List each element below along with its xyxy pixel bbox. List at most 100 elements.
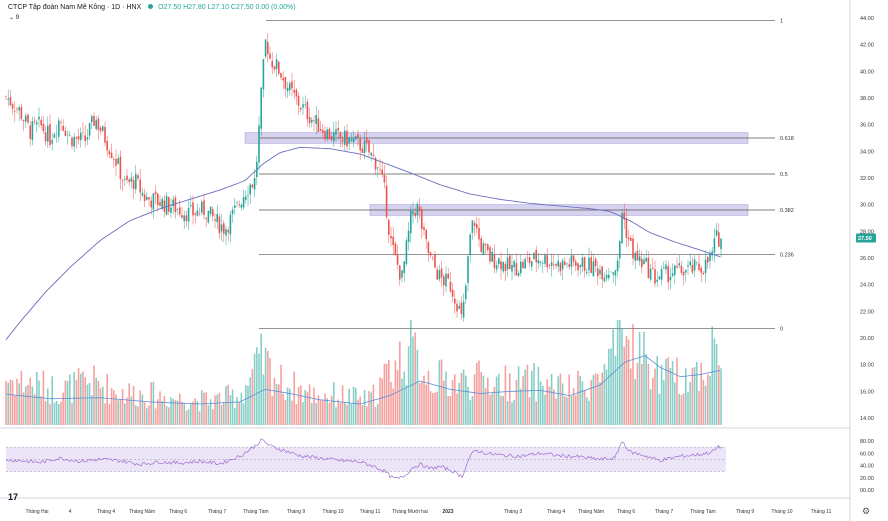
candle (630, 237, 632, 241)
volume-bar (262, 374, 265, 425)
volume-bar (500, 395, 502, 425)
volume-bar (328, 402, 331, 425)
volume-bar (130, 396, 133, 425)
candle (456, 303, 458, 312)
volume-bar (616, 320, 619, 425)
volume-bar (707, 374, 709, 425)
tradingview-logo-icon[interactable]: 17 (8, 492, 19, 502)
volume-bar (51, 376, 53, 425)
volume-bar (341, 385, 344, 425)
volume-bar (392, 388, 394, 425)
candle (638, 256, 641, 262)
candle (60, 122, 62, 123)
symbol-title[interactable]: CTCP Tập đoàn Nam Mê Kông (8, 4, 106, 11)
time-tick-label: Tháng 7 (655, 509, 674, 515)
volume-bar (264, 347, 267, 425)
candle (489, 247, 491, 262)
candle (141, 192, 144, 196)
volume-bar (440, 359, 443, 425)
volume-bar (91, 395, 93, 425)
interval-label[interactable]: 1D (111, 4, 121, 11)
volume-bar (603, 364, 606, 425)
volume-bar (38, 380, 40, 425)
candle (704, 259, 707, 274)
volume-bar (212, 409, 214, 425)
volume-bar (537, 366, 540, 425)
volume-bar (27, 384, 29, 425)
volume-bar (522, 376, 524, 425)
volume-bar (97, 380, 100, 425)
candle (297, 96, 300, 106)
volume-bar (597, 374, 599, 425)
candle (36, 122, 38, 125)
candle (383, 175, 386, 183)
candle (621, 213, 623, 244)
volume-bar (641, 364, 643, 425)
candle (586, 271, 588, 274)
candle (685, 269, 687, 273)
volume-bar (163, 396, 166, 425)
fib-level-label: 0.618 (780, 136, 794, 142)
candle (240, 204, 243, 208)
candle (75, 137, 78, 139)
price-tick-label: 42.00 (860, 43, 874, 49)
candle (205, 217, 207, 219)
volume-bar (66, 380, 69, 425)
candle (588, 257, 590, 271)
candle (97, 118, 100, 130)
volume-bar (506, 401, 509, 425)
candle (18, 107, 20, 111)
volume-bar (220, 404, 223, 425)
volume-bar (533, 363, 535, 425)
candle (449, 281, 452, 292)
volume-bar (267, 351, 269, 425)
volume-bar (493, 386, 496, 425)
gear-icon[interactable]: ⚙ (862, 506, 871, 516)
candle (579, 265, 581, 268)
candle (163, 200, 166, 212)
candle (330, 136, 333, 141)
volume-bar (709, 375, 711, 425)
candle (174, 197, 177, 213)
candle (590, 257, 592, 273)
candle (341, 139, 344, 142)
candle (465, 285, 467, 300)
candle (139, 179, 141, 193)
volume-bar (663, 380, 665, 425)
candle (322, 130, 324, 133)
last-price-badge (856, 233, 876, 243)
candle (181, 214, 183, 218)
candle (416, 203, 419, 215)
candle (528, 257, 531, 264)
volume-bar (711, 326, 713, 425)
candle (154, 191, 157, 195)
candle (421, 209, 423, 229)
candle (515, 263, 518, 276)
volume-bar (656, 356, 658, 425)
volume-bar (654, 368, 656, 425)
volume-bar (205, 392, 207, 425)
candle (542, 263, 544, 264)
volume-bar (311, 403, 313, 425)
volume-bar (227, 384, 229, 425)
volume-bar (572, 388, 575, 425)
time-tick-label: Tháng Năm (578, 509, 604, 515)
volume-bar (229, 395, 232, 425)
volume-bar (671, 360, 674, 425)
candle (31, 121, 34, 141)
volume-bar (612, 329, 614, 425)
volume-bar (491, 393, 493, 425)
volume-bar (388, 359, 390, 425)
volume-bar (658, 393, 661, 425)
price-tick-label: 26.00 (860, 256, 874, 262)
volume-bar (152, 381, 155, 425)
candle (660, 269, 663, 280)
volume-bar (407, 346, 410, 425)
volume-bar (7, 382, 9, 425)
candle (130, 177, 133, 182)
candle (284, 77, 287, 89)
candle (491, 251, 493, 262)
indicator-toggle[interactable]: ⌄ 9 (9, 15, 20, 21)
candle (306, 101, 309, 120)
